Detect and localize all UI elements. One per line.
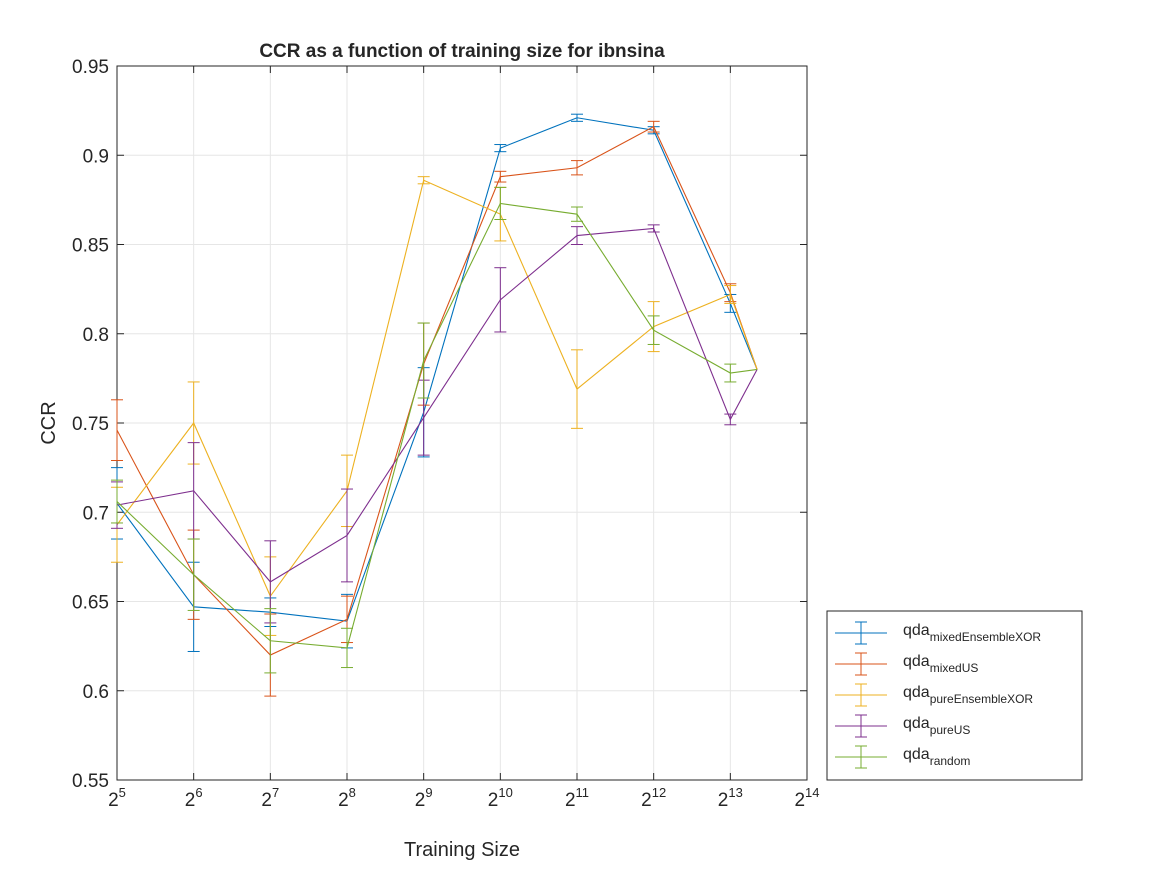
x-tick-base: 2: [261, 790, 272, 811]
y-tick-label: 0.95: [72, 57, 109, 78]
error-bar: [417, 176, 430, 185]
y-axis-label: CCR: [38, 401, 60, 444]
error-bar: [417, 322, 430, 399]
legend-label-subscript: mixedUS: [930, 661, 979, 675]
error-bar: [571, 113, 583, 122]
series-line: [116, 179, 758, 598]
x-tick-exponent: 5: [119, 785, 126, 800]
x-tick-base: 2: [794, 790, 805, 811]
x-tick-exponent: 7: [272, 785, 279, 800]
chart-title: CCR as a function of training size for i…: [259, 41, 665, 62]
x-tick-label: 29: [415, 785, 433, 811]
series-line: [116, 202, 758, 649]
x-tick-base: 2: [488, 790, 499, 811]
y-tick-label: 0.75: [72, 414, 109, 435]
y-tick-label: 0.6: [83, 682, 109, 703]
x-tick-label: 214: [794, 785, 819, 811]
error-bar: [647, 224, 660, 233]
legend-item-mixedEnsembleXOR: qdamixedEnsembleXOR: [835, 621, 1041, 645]
x-tick-base: 2: [718, 790, 729, 811]
axis-ticks: 25 26 27 28 29 210 211 212 213 2140.550.60.650.70…: [72, 57, 820, 811]
legend-label-base: qda: [903, 684, 930, 701]
x-tick-base: 2: [641, 790, 652, 811]
legend: qdamixedEnsembleXORqdamixedUSqdapureEnse…: [826, 610, 1083, 781]
x-tick-exponent: 6: [195, 785, 202, 800]
error-bar: [494, 267, 507, 333]
legend-label-base: qda: [903, 653, 930, 670]
x-tick-exponent: 12: [652, 785, 666, 800]
x-tick-base: 2: [338, 790, 349, 811]
error-bar: [571, 160, 583, 176]
error-bar: [341, 627, 353, 669]
x-tick-label: 212: [641, 785, 666, 811]
x-tick-label: 210: [488, 785, 513, 811]
error-bar: [571, 349, 583, 429]
error-bar: [111, 479, 123, 524]
x-tick-exponent: 14: [805, 785, 819, 800]
legend-label-subscript: random: [930, 754, 971, 768]
error-bar: [494, 186, 507, 221]
error-bar: [571, 226, 583, 245]
legend-label: qdapureEnsembleXOR: [903, 684, 1033, 706]
x-tick-exponent: 13: [728, 785, 742, 800]
series-random: [111, 186, 758, 674]
y-tick-label: 0.9: [83, 146, 109, 167]
error-bar: [494, 144, 507, 153]
series-line: [116, 227, 758, 583]
x-tick-exponent: 9: [425, 785, 432, 800]
legend-label-subscript: mixedEnsembleXOR: [930, 630, 1042, 644]
error-bar: [111, 399, 123, 461]
y-tick-label: 0.55: [72, 771, 109, 792]
error-bar: [264, 608, 277, 674]
legend-label: qdamixedEnsembleXOR: [903, 622, 1041, 644]
x-tick-exponent: 10: [498, 785, 512, 800]
legend-item-random: qdarandom: [835, 745, 970, 769]
error-bar: [724, 285, 737, 304]
error-bar: [341, 488, 353, 583]
x-tick-base: 2: [415, 790, 426, 811]
legend-label: qdapureUS: [903, 715, 970, 737]
legend-label-base: qda: [903, 715, 930, 732]
x-tick-label: 26: [185, 785, 203, 811]
series-group: [111, 113, 758, 697]
x-tick-label: 211: [565, 785, 589, 811]
legend-label-base: qda: [903, 746, 930, 763]
error-bar: [571, 206, 583, 222]
series-line: [116, 125, 758, 656]
x-axis-label: Training Size: [404, 839, 520, 861]
x-tick-base: 2: [185, 790, 196, 811]
y-tick-label: 0.85: [72, 236, 109, 257]
x-tick-label: 25: [108, 785, 126, 811]
x-tick-label: 28: [338, 785, 356, 811]
legend-label-subscript: pureEnsembleXOR: [930, 692, 1034, 706]
legend-label-base: qda: [903, 622, 930, 639]
legend-label: qdarandom: [903, 746, 970, 768]
y-tick-label: 0.8: [83, 325, 109, 346]
legend-item-pureUS: qdapureUS: [835, 714, 970, 738]
legend-label-subscript: pureUS: [930, 723, 971, 737]
error-bar: [647, 315, 660, 345]
x-tick-base: 2: [565, 790, 576, 811]
error-bar: [647, 120, 660, 133]
x-tick-exponent: 11: [576, 785, 590, 800]
x-tick-exponent: 8: [349, 785, 356, 800]
legend-item-pureEnsembleXOR: qdapureEnsembleXOR: [835, 683, 1033, 707]
x-tick-label: 213: [718, 785, 743, 811]
legend-item-mixedUS: qdamixedUS: [835, 652, 978, 676]
error-bar: [187, 538, 200, 611]
error-bar: [494, 170, 507, 183]
y-tick-label: 0.65: [72, 593, 109, 614]
x-tick-label: 27: [261, 785, 279, 811]
error-bar: [724, 413, 737, 426]
error-bar: [724, 363, 737, 383]
series-line: [116, 117, 758, 622]
x-tick-base: 2: [108, 790, 119, 811]
legend-label: qdamixedUS: [903, 653, 978, 675]
y-tick-label: 0.7: [83, 503, 109, 524]
